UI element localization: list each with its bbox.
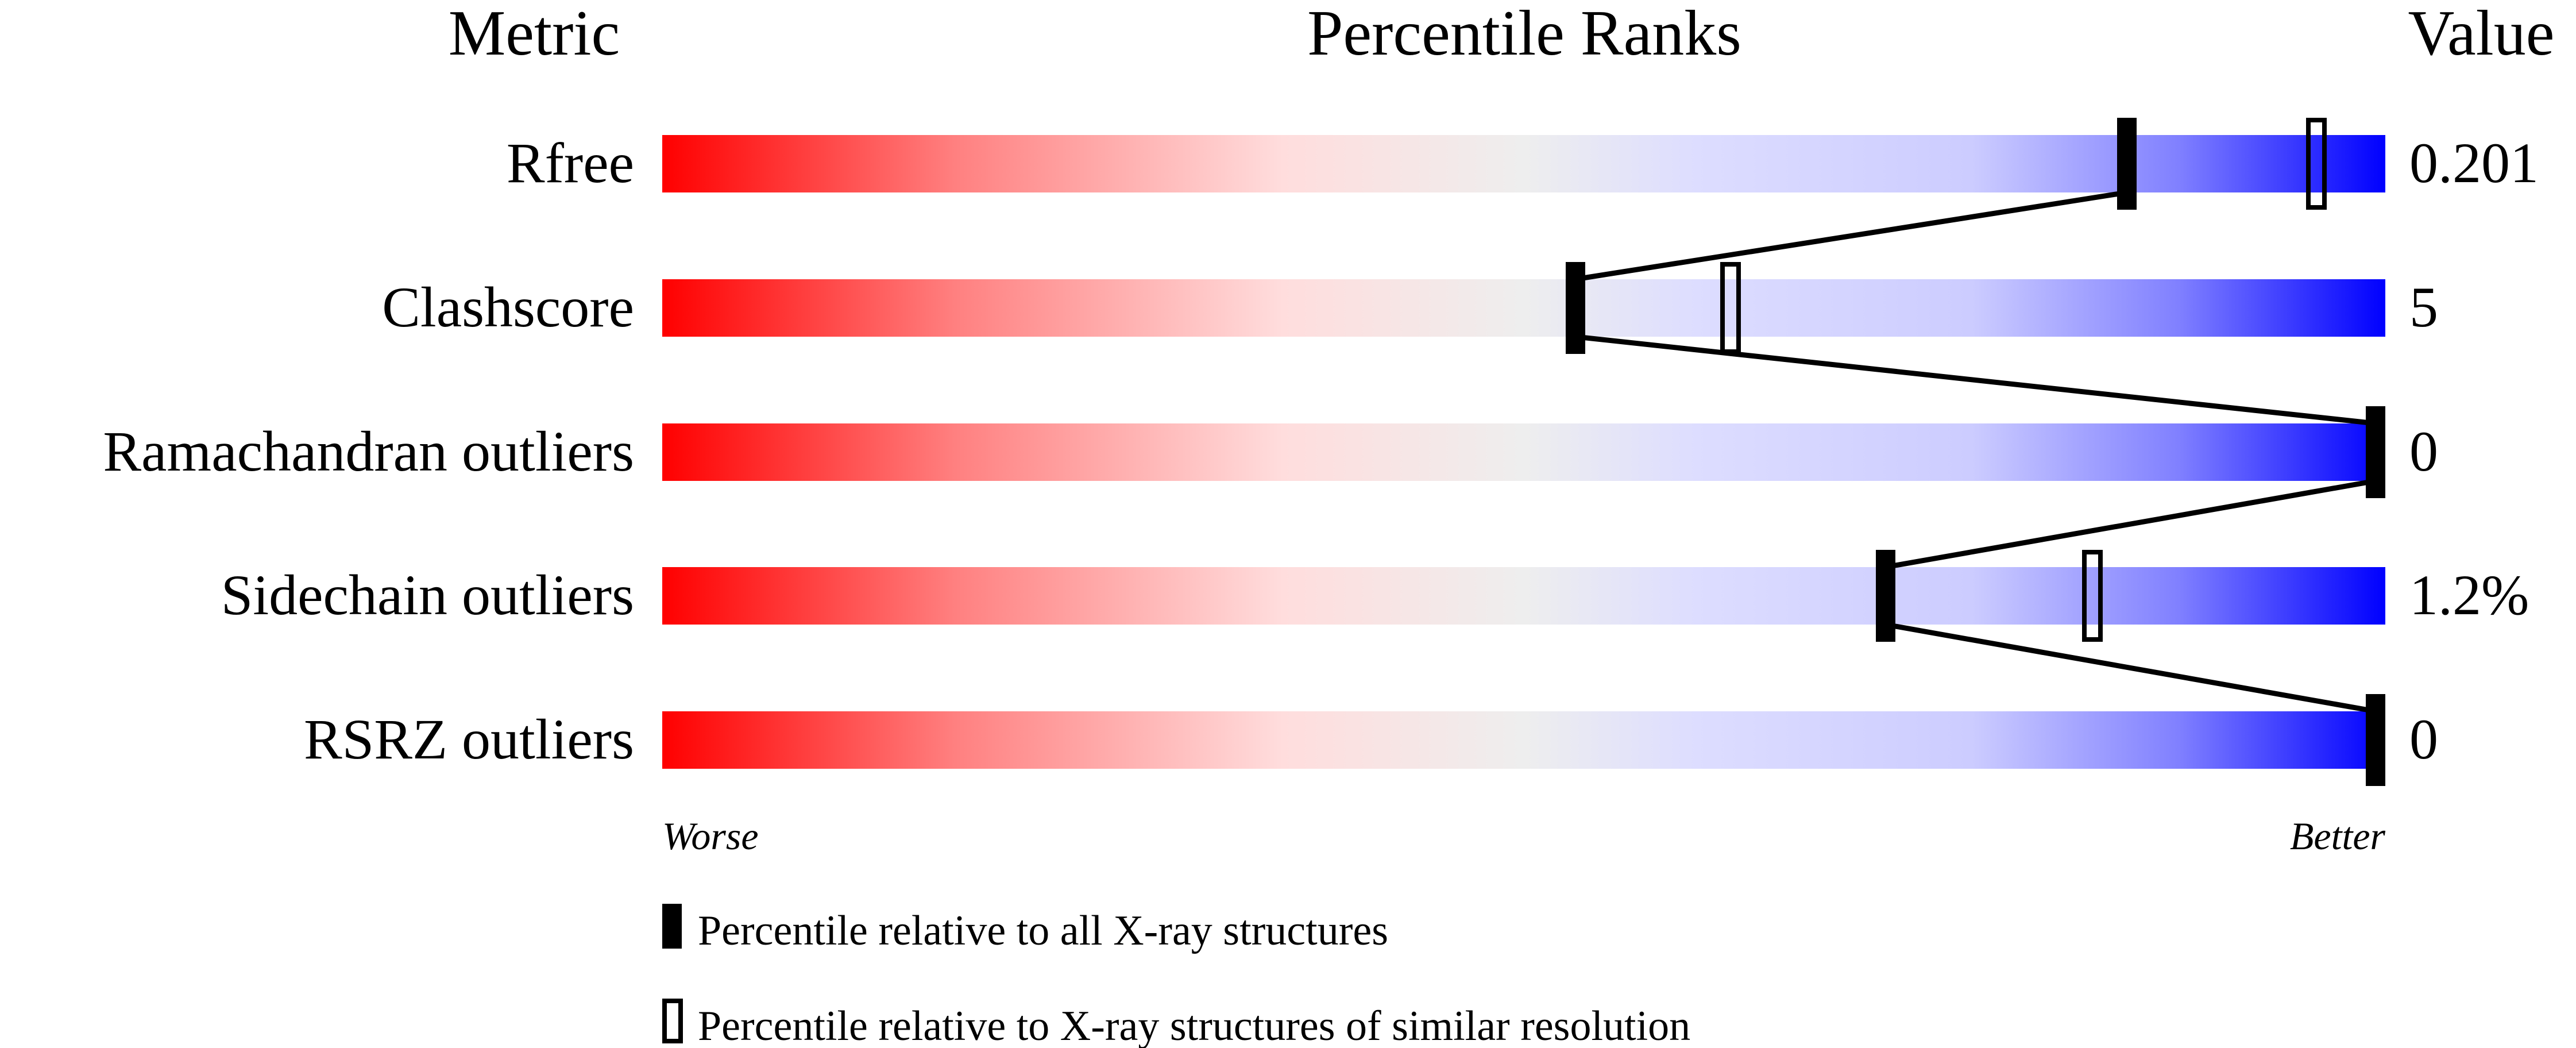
- axis-label-better: Better: [2290, 814, 2386, 858]
- metric-value: 0: [2409, 707, 2438, 771]
- similar-resolution-marker: [2306, 118, 2327, 210]
- metric-label: Rfree: [507, 131, 634, 195]
- percentile-bar: [662, 567, 2385, 625]
- similar-resolution-marker: [2082, 550, 2103, 642]
- metric-value: 1.2%: [2409, 563, 2529, 627]
- percentile-connector-line: [1575, 334, 2376, 426]
- header-percentile-ranks: Percentile Ranks: [1307, 0, 1741, 69]
- metric-value: 5: [2409, 275, 2438, 339]
- legend-similar-marker: [662, 999, 683, 1043]
- metric-label: Sidechain outliers: [221, 563, 634, 627]
- percentile-bar: [662, 711, 2385, 769]
- header-metric: Metric: [449, 0, 620, 69]
- percentile-connector-line: [1885, 622, 2376, 714]
- percentile-bar: [662, 135, 2385, 192]
- axis-label-worse: Worse: [662, 814, 759, 858]
- percentile-connector-line: [1885, 478, 2376, 570]
- percentile-connector-line: [1575, 190, 2127, 282]
- percentile-bar: [662, 423, 2385, 481]
- metric-label: Clashscore: [382, 275, 634, 339]
- legend-similar-label: Percentile relative to X-ray structures …: [698, 1003, 1690, 1048]
- metric-label: Ramachandran outliers: [103, 419, 634, 483]
- metric-value: 0: [2409, 419, 2438, 483]
- metric-label: RSRZ outliers: [304, 707, 634, 771]
- legend-all-label: Percentile relative to all X-ray structu…: [698, 907, 1388, 954]
- metric-value: 0.201: [2409, 131, 2539, 195]
- legend-all-marker: [662, 904, 682, 949]
- header-value: Value: [2408, 0, 2554, 69]
- percentile-bar: [662, 279, 2385, 337]
